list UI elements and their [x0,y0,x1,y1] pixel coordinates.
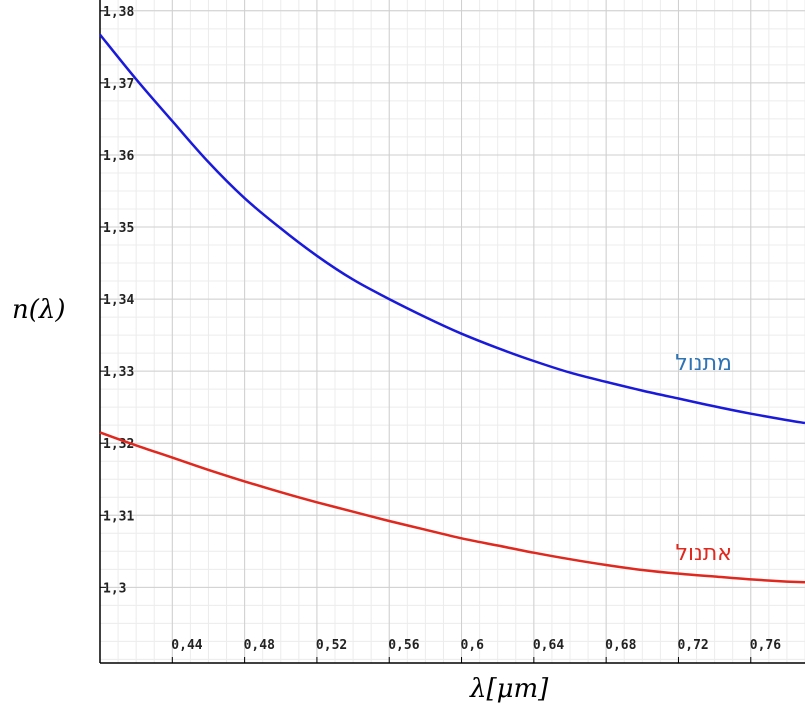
x-tick-label: 0,6 [461,638,485,653]
x-axis-label: λ[μm] [469,674,549,704]
x-axis-ticks: 0,44 0,48 0,52 0,56 0,6 0,64 0,68 0,72 0,76 [171,638,781,663]
x-tick-label: 0,56 [388,638,419,653]
x-tick-label: 0,52 [316,638,347,653]
series-label-ethanol: אתנול [676,541,732,566]
y-tick-label: 1,37 [103,77,134,92]
y-tick-label: 1,33 [103,365,134,380]
y-axis-label: n(λ) [12,295,66,325]
x-tick-label: 0,72 [677,638,708,653]
y-tick-label: 1,35 [103,221,134,236]
y-tick-label: 1,31 [103,509,134,524]
x-tick-label: 0,64 [533,638,564,653]
major-gridlines [100,0,805,663]
x-tick-label: 0,44 [171,638,202,653]
x-tick-label: 0,68 [605,638,636,653]
series-label-methanol: מתנול [675,351,732,376]
y-tick-label: 1,36 [103,149,134,164]
series-line-ethanol [99,431,805,584]
x-tick-label: 0,48 [244,638,275,653]
y-tick-label: 1,3 [103,581,126,596]
y-tick-label: 1,38 [103,5,134,20]
x-tick-label: 0,76 [750,638,781,653]
series-line-methanol [99,33,805,425]
y-tick-label: 1,34 [103,293,134,308]
y-axis-ticks: 1,381,371,361,351,341,331,321,311,3 [100,5,134,596]
series-layer [99,33,805,584]
